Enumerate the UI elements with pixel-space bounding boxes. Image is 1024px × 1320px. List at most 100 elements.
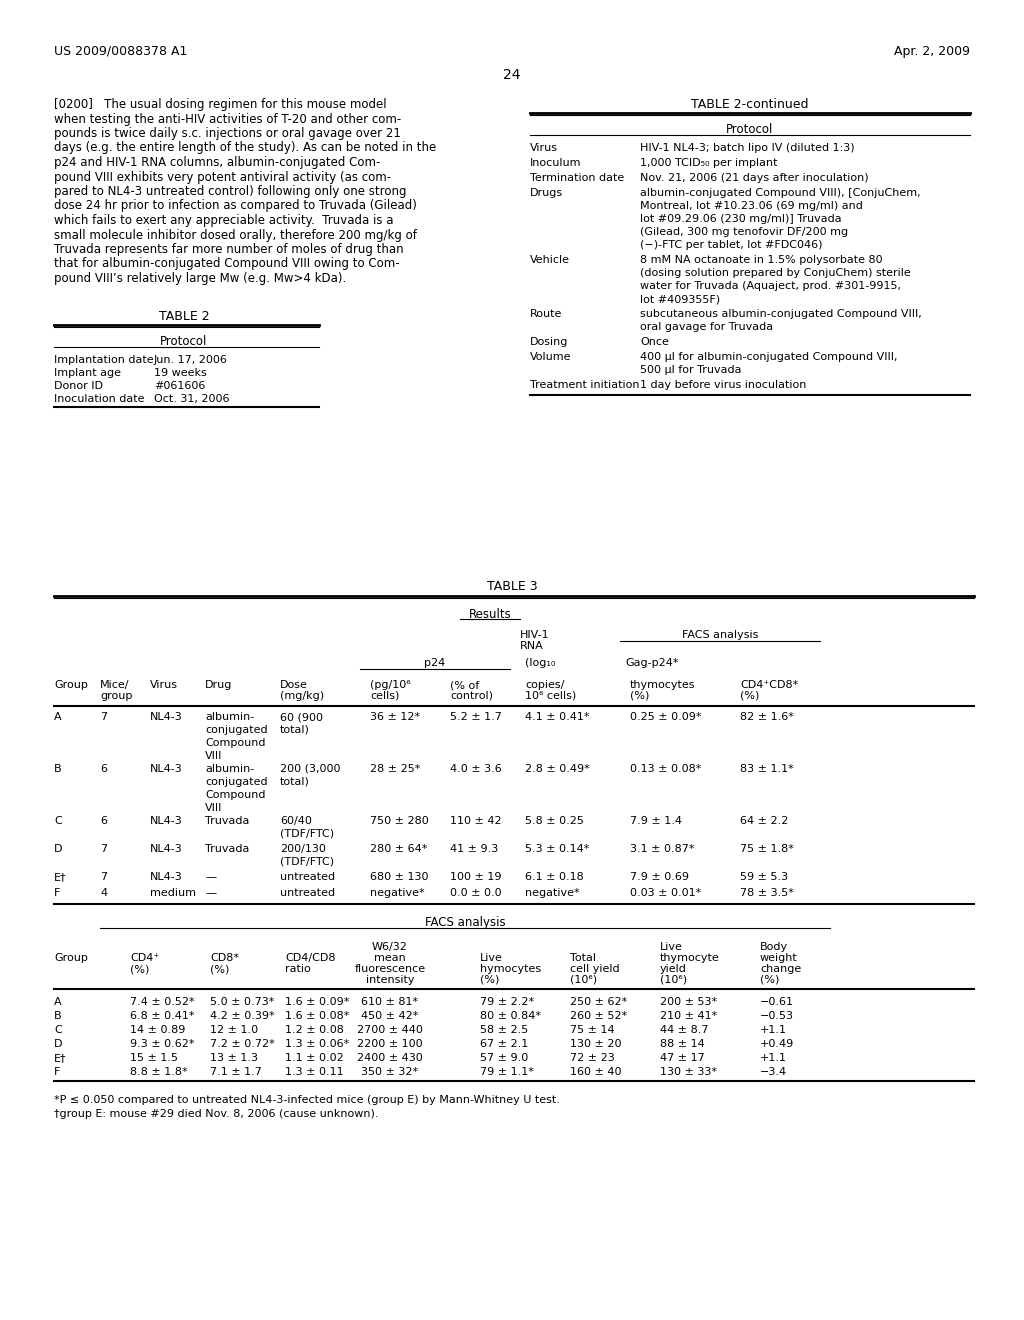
Text: 260 ± 52*: 260 ± 52* bbox=[570, 1011, 628, 1020]
Text: Route: Route bbox=[530, 309, 562, 319]
Text: [0200]   The usual dosing regimen for this mouse model: [0200] The usual dosing regimen for this… bbox=[54, 98, 387, 111]
Text: VIII: VIII bbox=[205, 803, 222, 813]
Text: days (e.g. the entire length of the study). As can be noted in the: days (e.g. the entire length of the stud… bbox=[54, 141, 436, 154]
Text: Jun. 17, 2006: Jun. 17, 2006 bbox=[154, 355, 228, 366]
Text: B: B bbox=[54, 1011, 61, 1020]
Text: 64 ± 2.2: 64 ± 2.2 bbox=[740, 816, 788, 826]
Text: 7: 7 bbox=[100, 843, 108, 854]
Text: CD4⁺: CD4⁺ bbox=[130, 953, 160, 964]
Text: Truvada: Truvada bbox=[205, 816, 250, 826]
Text: 7.2 ± 0.72*: 7.2 ± 0.72* bbox=[210, 1039, 274, 1049]
Text: Compound: Compound bbox=[205, 789, 265, 800]
Text: 160 ± 40: 160 ± 40 bbox=[570, 1067, 622, 1077]
Text: W6/32: W6/32 bbox=[372, 942, 408, 952]
Text: intensity: intensity bbox=[366, 975, 415, 985]
Text: 210 ± 41*: 210 ± 41* bbox=[660, 1011, 717, 1020]
Text: FACS analysis: FACS analysis bbox=[682, 630, 758, 640]
Text: Once: Once bbox=[640, 337, 669, 347]
Text: (mg/kg): (mg/kg) bbox=[280, 690, 325, 701]
Text: total): total) bbox=[280, 725, 310, 735]
Text: albumin-conjugated Compound VIII), [ConjuChem,: albumin-conjugated Compound VIII), [Conj… bbox=[640, 187, 921, 198]
Text: Results: Results bbox=[469, 609, 511, 620]
Text: *P ≤ 0.050 compared to untreated NL4-3-infected mice (group E) by Mann-Whitney U: *P ≤ 0.050 compared to untreated NL4-3-i… bbox=[54, 1096, 560, 1105]
Text: 7: 7 bbox=[100, 873, 108, 882]
Text: 2.8 ± 0.49*: 2.8 ± 0.49* bbox=[525, 764, 590, 774]
Text: Inoculum: Inoculum bbox=[530, 158, 582, 168]
Text: 110 ± 42: 110 ± 42 bbox=[450, 816, 502, 826]
Text: B: B bbox=[54, 764, 61, 774]
Text: (%): (%) bbox=[130, 964, 150, 974]
Text: 13 ± 1.3: 13 ± 1.3 bbox=[210, 1053, 258, 1063]
Text: oral gavage for Truvada: oral gavage for Truvada bbox=[640, 322, 773, 333]
Text: Dose: Dose bbox=[280, 680, 308, 690]
Text: Body: Body bbox=[760, 942, 788, 952]
Text: medium: medium bbox=[150, 888, 196, 898]
Text: conjugated: conjugated bbox=[205, 777, 267, 787]
Text: #061606: #061606 bbox=[154, 381, 206, 391]
Text: 6: 6 bbox=[100, 764, 106, 774]
Text: (TDF/FTC): (TDF/FTC) bbox=[280, 857, 334, 867]
Text: HIV-1 NL4-3; batch lipo IV (diluted 1:3): HIV-1 NL4-3; batch lipo IV (diluted 1:3) bbox=[640, 143, 855, 153]
Text: 1,000 TCID₅₀ per implant: 1,000 TCID₅₀ per implant bbox=[640, 158, 777, 168]
Text: NL4-3: NL4-3 bbox=[150, 764, 182, 774]
Text: 60 (900: 60 (900 bbox=[280, 711, 323, 722]
Text: 7.9 ± 0.69: 7.9 ± 0.69 bbox=[630, 873, 689, 882]
Text: F: F bbox=[54, 888, 60, 898]
Text: Drugs: Drugs bbox=[530, 187, 563, 198]
Text: 2200 ± 100: 2200 ± 100 bbox=[357, 1039, 423, 1049]
Text: —: — bbox=[205, 888, 216, 898]
Text: 6.8 ± 0.41*: 6.8 ± 0.41* bbox=[130, 1011, 195, 1020]
Text: Nov. 21, 2006 (21 days after inoculation): Nov. 21, 2006 (21 days after inoculation… bbox=[640, 173, 868, 183]
Text: Treatment initiation: Treatment initiation bbox=[530, 380, 640, 389]
Text: cells): cells) bbox=[370, 690, 399, 701]
Text: hymocytes: hymocytes bbox=[480, 964, 541, 974]
Text: −3.4: −3.4 bbox=[760, 1067, 787, 1077]
Text: A: A bbox=[54, 997, 61, 1007]
Text: 4.2 ± 0.39*: 4.2 ± 0.39* bbox=[210, 1011, 274, 1020]
Text: 8.8 ± 1.8*: 8.8 ± 1.8* bbox=[130, 1067, 187, 1077]
Text: 0.0 ± 0.0: 0.0 ± 0.0 bbox=[450, 888, 502, 898]
Text: 2700 ± 440: 2700 ± 440 bbox=[357, 1026, 423, 1035]
Text: 200 ± 53*: 200 ± 53* bbox=[660, 997, 717, 1007]
Text: E†: E† bbox=[54, 1053, 67, 1063]
Text: 4.0 ± 3.6: 4.0 ± 3.6 bbox=[450, 764, 502, 774]
Text: −0.61: −0.61 bbox=[760, 997, 794, 1007]
Text: 24: 24 bbox=[503, 69, 521, 82]
Text: 78 ± 3.5*: 78 ± 3.5* bbox=[740, 888, 794, 898]
Text: Live: Live bbox=[480, 953, 503, 964]
Text: untreated: untreated bbox=[280, 873, 335, 882]
Text: 82 ± 1.6*: 82 ± 1.6* bbox=[740, 711, 794, 722]
Text: 80 ± 0.84*: 80 ± 0.84* bbox=[480, 1011, 541, 1020]
Text: lot #09.29.06 (230 mg/ml)] Truvada: lot #09.29.06 (230 mg/ml)] Truvada bbox=[640, 214, 842, 224]
Text: 5.0 ± 0.73*: 5.0 ± 0.73* bbox=[210, 997, 274, 1007]
Text: Group: Group bbox=[54, 953, 88, 964]
Text: p24: p24 bbox=[424, 657, 445, 668]
Text: 610 ± 81*: 610 ± 81* bbox=[361, 997, 419, 1007]
Text: 1.2 ± 0.08: 1.2 ± 0.08 bbox=[285, 1026, 344, 1035]
Text: Group: Group bbox=[54, 680, 88, 690]
Text: thymocyte: thymocyte bbox=[660, 953, 720, 964]
Text: 130 ± 33*: 130 ± 33* bbox=[660, 1067, 717, 1077]
Text: 12 ± 1.0: 12 ± 1.0 bbox=[210, 1026, 258, 1035]
Text: Implantation date: Implantation date bbox=[54, 355, 154, 366]
Text: control): control) bbox=[450, 690, 493, 701]
Text: (%): (%) bbox=[760, 975, 779, 985]
Text: 15 ± 1.5: 15 ± 1.5 bbox=[130, 1053, 178, 1063]
Text: Volume: Volume bbox=[530, 352, 571, 362]
Text: 100 ± 19: 100 ± 19 bbox=[450, 873, 502, 882]
Text: 75 ± 14: 75 ± 14 bbox=[570, 1026, 614, 1035]
Text: 750 ± 280: 750 ± 280 bbox=[370, 816, 429, 826]
Text: +0.49: +0.49 bbox=[760, 1039, 795, 1049]
Text: 41 ± 9.3: 41 ± 9.3 bbox=[450, 843, 499, 854]
Text: HIV-1: HIV-1 bbox=[520, 630, 550, 640]
Text: Inoculation date: Inoculation date bbox=[54, 393, 144, 404]
Text: D: D bbox=[54, 1039, 62, 1049]
Text: Mice/: Mice/ bbox=[100, 680, 129, 690]
Text: NL4-3: NL4-3 bbox=[150, 816, 182, 826]
Text: 200/130: 200/130 bbox=[280, 843, 326, 854]
Text: 72 ± 23: 72 ± 23 bbox=[570, 1053, 614, 1063]
Text: CD4/CD8: CD4/CD8 bbox=[285, 953, 336, 964]
Text: 83 ± 1.1*: 83 ± 1.1* bbox=[740, 764, 794, 774]
Text: Donor ID: Donor ID bbox=[54, 381, 103, 391]
Text: 1 day before virus inoculation: 1 day before virus inoculation bbox=[640, 380, 806, 389]
